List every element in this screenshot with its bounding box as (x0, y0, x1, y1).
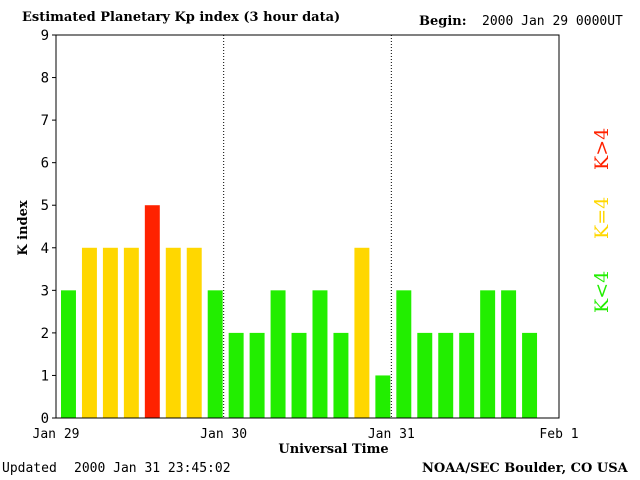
x-tick-label-1: Jan 30 (200, 427, 247, 442)
y-tick-label-3: 3 (41, 283, 49, 299)
begin-label: Begin: (419, 14, 467, 29)
bar-3 (123, 247, 139, 418)
bar-10 (270, 290, 286, 418)
y-tick-label-6: 6 (41, 156, 49, 172)
footer-credit: NOAA/SEC Boulder, CO USA (422, 461, 628, 476)
bar-0 (61, 290, 76, 418)
y-tick-label-4: 4 (41, 241, 49, 257)
y-tick-label-5: 5 (41, 198, 49, 214)
y-tick-label-7: 7 (41, 113, 49, 129)
bar-22 (522, 332, 538, 418)
bar-12 (312, 290, 328, 418)
x-axis-label: Universal Time (278, 442, 388, 457)
plot-frame (55, 34, 560, 419)
bar-21 (501, 290, 517, 418)
bar-6 (186, 247, 202, 418)
bar-8 (228, 332, 244, 418)
bar-16 (396, 290, 412, 418)
y-tick-label-9: 9 (41, 28, 49, 44)
bar-4 (144, 205, 160, 418)
y-axis-label: K index (16, 200, 31, 256)
chart-title: Estimated Planetary Kp index (3 hour dat… (22, 10, 341, 25)
bar-11 (291, 332, 307, 418)
bar-15 (375, 375, 391, 418)
bar-17 (417, 332, 433, 418)
x-tick-label-0: Jan 29 (33, 427, 80, 442)
y-tick-label-0: 0 (41, 411, 49, 427)
bar-13 (333, 332, 349, 418)
bar-2 (102, 247, 118, 418)
updated-value: 2000 Jan 31 23:45:02 (74, 461, 231, 476)
bar-20 (480, 290, 496, 418)
x-tick-label-2: Jan 31 (368, 427, 415, 442)
legend-mid: K=4 (591, 196, 613, 239)
bar-9 (249, 332, 265, 418)
updated-label: Updated (2, 461, 57, 476)
y-tick-label-2: 2 (41, 326, 49, 342)
bar-14 (354, 247, 370, 418)
bar-1 (81, 247, 97, 418)
x-tick-label-3: Feb 1 (539, 427, 578, 442)
y-tick-label-8: 8 (41, 71, 49, 87)
bar-5 (165, 247, 181, 418)
begin-value: 2000 Jan 29 0000UT (482, 14, 623, 29)
bar-7 (207, 290, 223, 418)
y-tick-label-1: 1 (41, 368, 49, 384)
bar-18 (438, 332, 454, 418)
bar-19 (459, 332, 475, 418)
legend-low: K<4 (591, 270, 613, 313)
legend-high: K>4 (591, 127, 613, 170)
